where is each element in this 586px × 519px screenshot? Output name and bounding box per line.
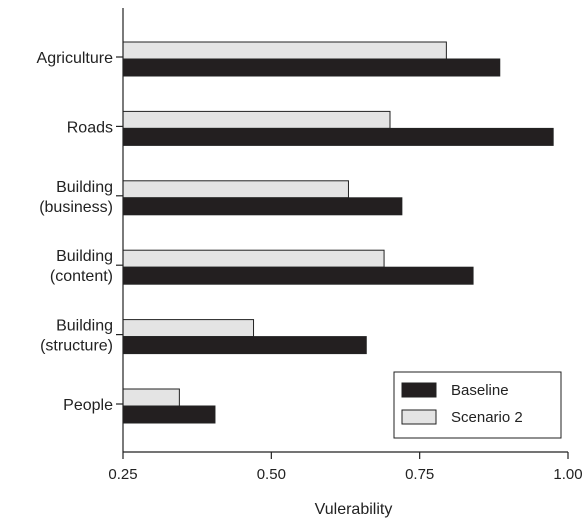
x-tick-label: 0.75	[405, 466, 434, 483]
bar-scenario-2	[122, 41, 447, 60]
bar-scenario-2	[122, 319, 255, 338]
bar-scenario-2	[122, 180, 349, 199]
legend: Baseline Scenario 2	[393, 371, 562, 439]
category-label: Building	[56, 179, 113, 196]
bar-scenario-2	[122, 388, 180, 407]
category-label: Agriculture	[37, 50, 114, 67]
axes-layer	[122, 8, 568, 453]
bar-baseline	[122, 266, 474, 285]
category-label: (business)	[39, 199, 113, 216]
bar-baseline	[122, 197, 403, 216]
legend-swatch	[401, 382, 437, 398]
x-tick-label: 1.00	[553, 466, 582, 483]
legend-label: Baseline	[451, 382, 509, 399]
category-label: Building	[56, 318, 113, 335]
legend-label: Scenario 2	[451, 409, 523, 426]
category-label: (content)	[50, 268, 113, 285]
category-label: (structure)	[40, 338, 113, 355]
bar-scenario-2	[122, 249, 385, 268]
legend-swatch	[401, 409, 437, 425]
bar-baseline	[122, 58, 501, 77]
category-label: People	[63, 397, 113, 414]
category-label: Building	[56, 248, 113, 265]
bar-baseline	[122, 405, 216, 424]
bars-layer	[122, 41, 554, 424]
bar-baseline	[122, 127, 554, 146]
x-tick-label: 0.50	[257, 466, 286, 483]
labels-layer: 0.25 0.50 0.75 1.00 Agriculture Roads Building…	[37, 50, 583, 483]
bar-baseline	[122, 336, 367, 355]
category-label: Roads	[67, 119, 113, 136]
bar-scenario-2	[122, 110, 391, 129]
x-tick-label: 0.25	[108, 466, 137, 483]
x-axis-title: Vulerability	[315, 501, 393, 518]
